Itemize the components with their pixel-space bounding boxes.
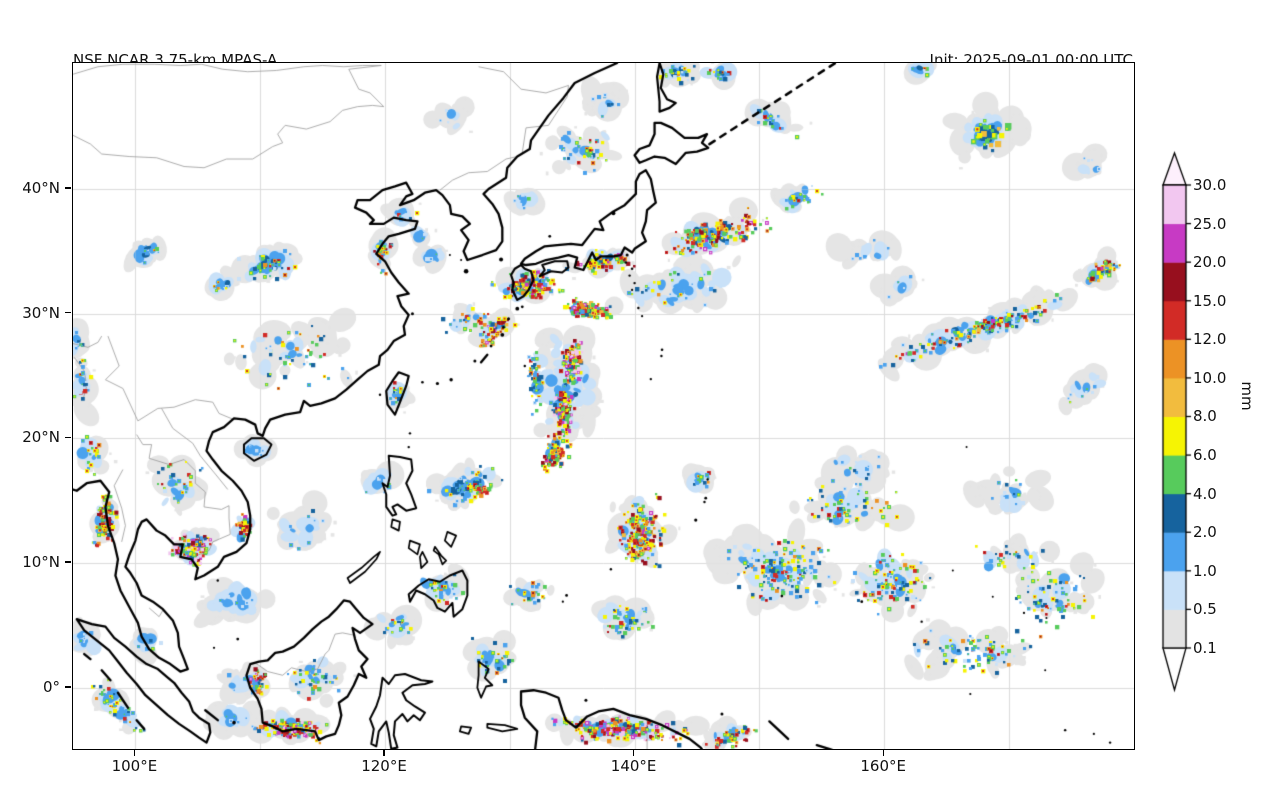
colorbar-tick-label: 30.0 <box>1193 176 1227 194</box>
y-tick-label: 40°N <box>22 178 60 197</box>
colorbar-tick-label: 10.0 <box>1193 368 1227 387</box>
x-tick-mark <box>882 750 884 756</box>
y-tick-label: 10°N <box>22 553 60 572</box>
y-tick-mark <box>65 561 71 563</box>
colorbar-tick-label: 8.0 <box>1193 407 1217 426</box>
y-tick-mark <box>65 686 71 688</box>
colorbar-units-label: mm <box>1238 381 1256 411</box>
precipitation-map-canvas <box>73 63 1134 749</box>
x-tick-mark <box>133 750 136 756</box>
colorbar-tick-label: 4.0 <box>1193 484 1217 503</box>
y-tick-label: 0° <box>42 677 60 696</box>
y-tick-mark <box>65 436 71 439</box>
colorbar-tick-label: 0.1 <box>1193 638 1217 657</box>
y-tick-mark <box>65 187 71 189</box>
colorbar-tick-label: 0.5 <box>1193 600 1217 619</box>
x-tick-label: 100°E <box>111 757 158 775</box>
x-tick-label: 120°E <box>361 757 407 775</box>
map-plot-area <box>72 62 1135 750</box>
x-tick-mark <box>632 750 635 756</box>
colorbar <box>1150 140 1210 705</box>
colorbar-tick-label: 1.0 <box>1193 561 1217 580</box>
colorbar-tick-label: 2.0 <box>1193 523 1217 542</box>
y-tick-label: 20°N <box>22 428 60 447</box>
colorbar-tick-label: 6.0 <box>1193 446 1217 465</box>
x-tick-label: 140°E <box>610 757 657 775</box>
x-tick-label: 160°E <box>860 757 906 775</box>
x-tick-mark <box>383 750 385 756</box>
colorbar-tick-label: 15.0 <box>1193 291 1227 310</box>
y-tick-label: 30°N <box>22 303 60 322</box>
colorbar-tick-label: 25.0 <box>1193 214 1227 233</box>
colorbar-tick-label: 12.0 <box>1193 330 1227 349</box>
colorbar-tick-label: 20.0 <box>1193 253 1227 272</box>
y-tick-mark <box>65 311 71 314</box>
